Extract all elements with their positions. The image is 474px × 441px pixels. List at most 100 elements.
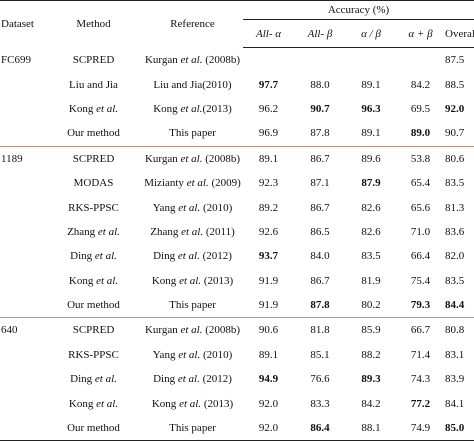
- accuracy-value-cell: 90.7: [445, 127, 465, 140]
- table-body: FC699 SCPRED Kurgan et al. (2008b) 87.5 Liu …: [0, 48, 474, 441]
- accuracy-value-cell: 79.3: [410, 299, 431, 312]
- dataset-cell: [0, 244, 45, 268]
- dataset-cell: [0, 171, 45, 195]
- accuracy-value-cell: 92.3: [258, 177, 279, 190]
- accuracy-value-cell: 53.8: [396, 145, 445, 171]
- dataset-cell: [0, 293, 45, 318]
- table-row: RKS-PPSC Yang et al. (2010) 89.1 85.1 88.2 71…: [0, 343, 474, 367]
- accuracy-value-cell: 91.9: [258, 274, 279, 287]
- method-cell: Ding et al.: [70, 373, 117, 386]
- header-accuracy: Accuracy (%): [243, 0, 474, 20]
- dataset-cell: [0, 269, 45, 293]
- accuracy-value-cell: 65.4: [410, 177, 431, 190]
- dataset-cell: [0, 367, 45, 391]
- method-cell: Kong et al.: [68, 274, 119, 287]
- accuracy-value-cell: [346, 48, 396, 73]
- dataset-cell: 1189: [0, 145, 45, 171]
- reference-cell: Mizianty et al. (2009): [144, 177, 241, 190]
- accuracy-value-cell: 84.4: [445, 299, 465, 312]
- accuracy-value-cell: 96.9: [258, 127, 279, 140]
- accuracy-value-cell: 87.8: [310, 127, 330, 140]
- header-reference: Reference: [142, 0, 243, 48]
- table-row: Liu and Jia Liu and Jia(2010) 97.7 88.0 89.1…: [0, 72, 474, 96]
- accuracy-value-cell: 92.0: [258, 397, 279, 410]
- accuracy-value-cell: 83.3: [310, 397, 330, 410]
- accuracy-value-cell: 86.5: [310, 225, 330, 238]
- accuracy-value-cell: 84.2: [410, 78, 431, 91]
- table-row: RKS-PPSC Yang et al. (2010) 89.2 86.7 82.6 65…: [0, 195, 474, 219]
- table-row: Our method This paper 96.9 87.8 89.1 89.0 90.7: [0, 121, 474, 146]
- dataset-cell: [0, 343, 45, 367]
- header-method: Method: [45, 0, 142, 48]
- accuracy-value-cell: 87.8: [310, 299, 330, 312]
- accuracy-value-cell: 90.7: [310, 102, 330, 115]
- accuracy-value-cell: 74.3: [410, 373, 431, 386]
- accuracy-value-cell: 71.4: [410, 348, 431, 361]
- dataset-cell: [0, 391, 45, 415]
- accuracy-value-cell: 87.1: [310, 177, 330, 190]
- accuracy-value-cell: 96.3: [361, 102, 381, 115]
- accuracy-value-cell: 83.5: [445, 274, 465, 287]
- accuracy-value-cell: 89.1: [258, 348, 279, 361]
- accuracy-value-cell: 74.9: [396, 415, 445, 441]
- accuracy-value-cell: 69.5: [410, 102, 431, 115]
- header-all-alpha: All- α: [243, 19, 294, 48]
- accuracy-value-cell: 88.2: [361, 348, 381, 361]
- dataset-cell: 640: [0, 317, 45, 343]
- dataset-cell: [0, 97, 45, 121]
- method-cell: SCPRED: [45, 317, 142, 343]
- accuracy-value-cell: 84.2: [361, 397, 381, 410]
- table-row: Our method This paper 91.9 87.8 80.2 79.3 84.4: [0, 293, 474, 318]
- reference-cell: Kong et al. (2013): [151, 274, 234, 287]
- reference-cell: Kong et al. (2013): [151, 397, 234, 410]
- accuracy-value-cell: 86.7: [310, 201, 330, 214]
- accuracy-value-cell: 85.0: [445, 415, 474, 441]
- table-row: FC699 SCPRED Kurgan et al. (2008b) 87.5: [0, 48, 474, 73]
- accuracy-value-cell: 97.7: [258, 78, 279, 91]
- reference-cell: Yang et al. (2010): [152, 201, 233, 214]
- table-row: Kong et al. Kong et al. (2013) 92.0 83.3 84.…: [0, 391, 474, 415]
- dataset-cell: [0, 195, 45, 219]
- accuracy-value-cell: 89.2: [258, 201, 279, 214]
- reference-cell: Ding et al. (2012): [153, 373, 232, 386]
- dataset-cell: FC699: [1, 53, 31, 66]
- accuracy-value-cell: 77.2: [410, 397, 431, 410]
- accuracy-value-cell: 75.4: [410, 274, 431, 287]
- accuracy-value-cell: 81.8: [294, 317, 346, 343]
- table-row: Kong et al. Kong et al. (2013) 91.9 86.7 81.…: [0, 269, 474, 293]
- table-row: MODAS Mizianty et al. (2009) 92.3 87.1 87.9 6…: [0, 171, 474, 195]
- accuracy-value-cell: 83.5: [361, 250, 381, 263]
- accuracy-value-cell: 84.1: [445, 397, 465, 410]
- accuracy-value-cell: 65.6: [410, 201, 431, 214]
- accuracy-value-cell: 88.1: [346, 415, 396, 441]
- table-row: Our method This paper 92.0 86.4 88.1 74.9 85.0: [0, 415, 474, 441]
- accuracy-value-cell: 80.2: [361, 299, 381, 312]
- accuracy-value-cell: 89.6: [346, 145, 396, 171]
- accuracy-value-cell: 92.0: [445, 102, 465, 115]
- accuracy-value-cell: [294, 48, 346, 73]
- accuracy-value-cell: 81.9: [361, 274, 381, 287]
- accuracy-value-cell: 82.6: [361, 225, 381, 238]
- reference-cell: This paper: [169, 299, 216, 312]
- accuracy-value-cell: 90.6: [243, 317, 294, 343]
- accuracy-value-cell: 86.4: [294, 415, 346, 441]
- method-cell: Zhang et al.: [67, 225, 120, 238]
- table-row: 1189 SCPRED Kurgan et al. (2008b) 89.1 86.7 8…: [0, 145, 474, 171]
- accuracy-value-cell: 94.9: [258, 373, 279, 386]
- accuracy-value-cell: 66.7: [396, 317, 445, 343]
- dataset-cell: [0, 415, 45, 441]
- accuracy-value-cell: 83.6: [445, 225, 465, 238]
- accuracy-value-cell: 85.1: [310, 348, 330, 361]
- header-row-columns: All- α All- β α / β α + β Overall: [0, 19, 474, 48]
- accuracy-value-cell: 84.0: [310, 250, 330, 263]
- accuracy-value-cell: 89.1: [361, 127, 381, 140]
- reference-cell: Yang et al. (2010): [152, 348, 233, 361]
- accuracy-value-cell: 66.4: [410, 250, 431, 263]
- accuracy-value-cell: 76.6: [310, 373, 330, 386]
- accuracy-value-cell: 88.5: [445, 78, 465, 91]
- dataset-cell: [0, 220, 45, 244]
- reference-cell: This paper: [142, 415, 243, 441]
- method-cell: MODAS: [73, 177, 114, 190]
